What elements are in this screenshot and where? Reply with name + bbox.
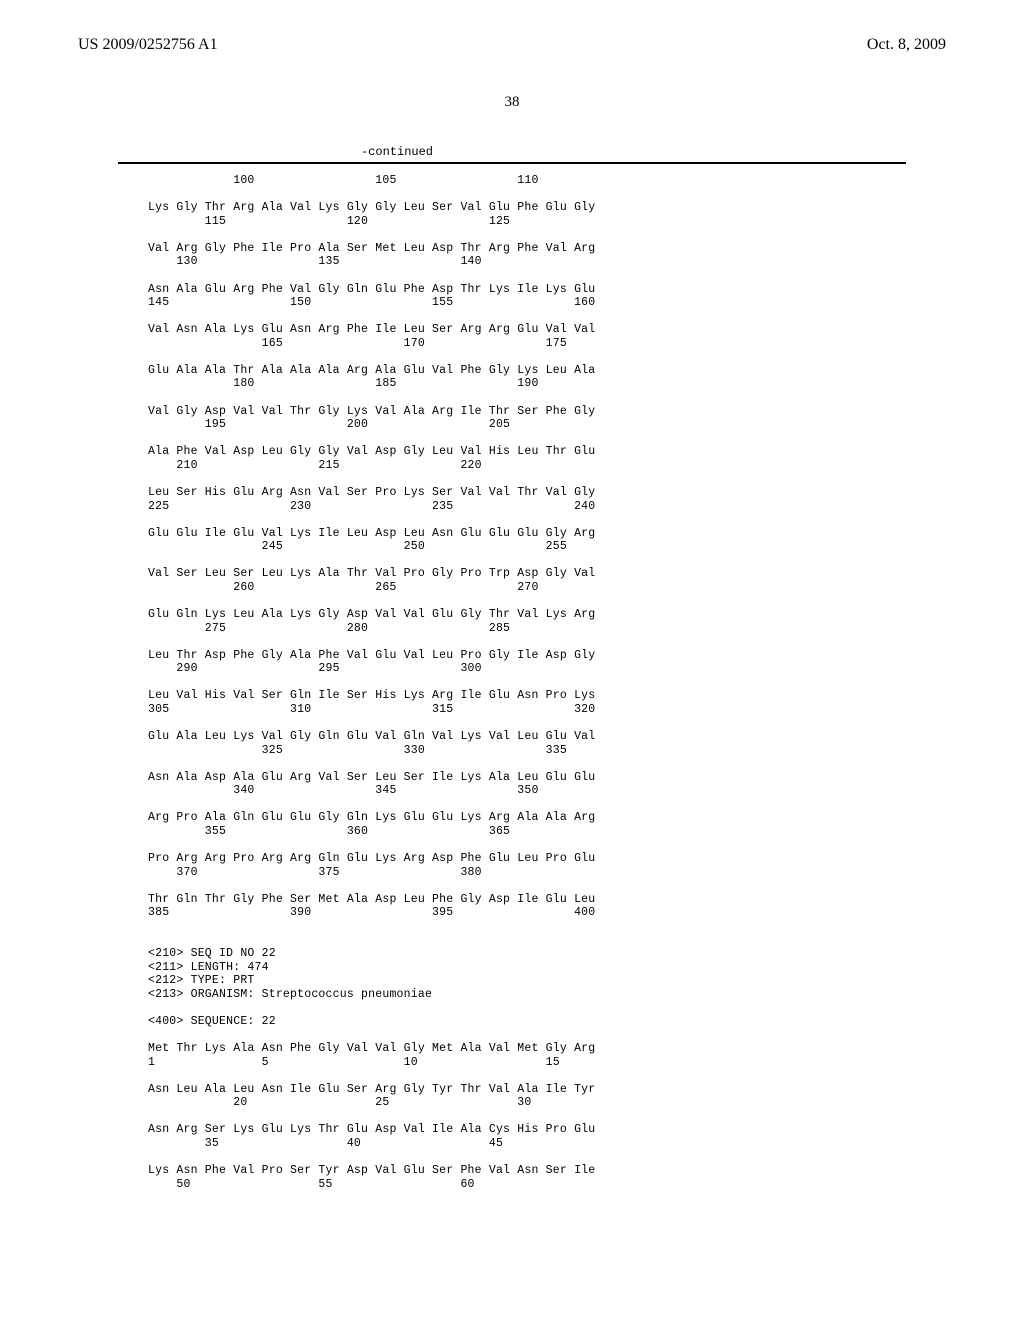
- page-header: US 2009/0252756 A1 Oct. 8, 2009: [0, 0, 1024, 60]
- sequence-listing: 100 105 110 Lys Gly Thr Arg Ala Val Lys …: [0, 174, 1024, 1205]
- publication-date: Oct. 8, 2009: [867, 36, 946, 54]
- continued-label: -continued: [0, 145, 1024, 162]
- horizontal-rule: [118, 162, 906, 164]
- page-number: 38: [0, 60, 1024, 145]
- publication-number: US 2009/0252756 A1: [78, 36, 218, 54]
